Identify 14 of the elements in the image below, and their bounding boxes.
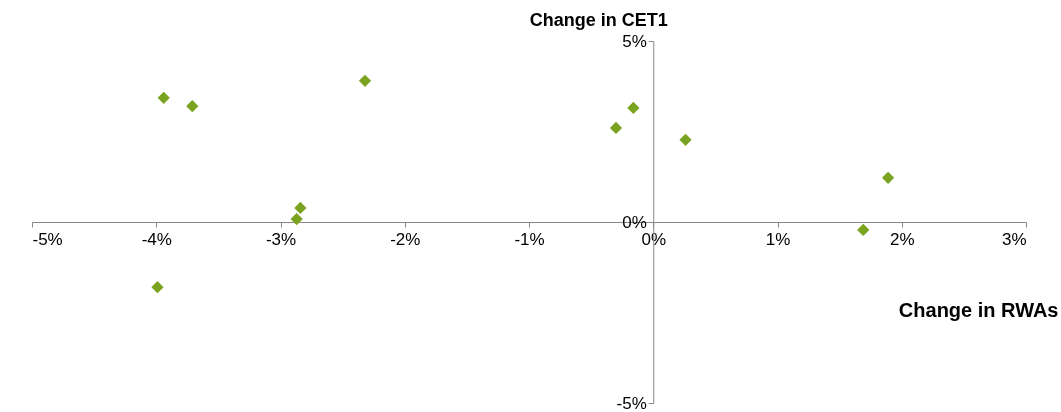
y-tick-label: -5%	[616, 393, 647, 412]
x-tick-label: -4%	[141, 229, 172, 249]
x-tick-label: 1%	[765, 229, 791, 249]
y-tick-label: 5%	[622, 31, 647, 51]
x-tick-label: -3%	[265, 229, 297, 249]
x-tick-label: -5%	[32, 229, 63, 249]
x-tick-label: -1%	[514, 229, 545, 249]
y-axis-title: Change in CET1	[529, 9, 668, 30]
x-axis-title: Change in RWAs	[898, 298, 1059, 321]
x-tick-label: -2%	[390, 229, 421, 249]
y-tick-label: 0%	[622, 212, 647, 232]
x-tick-label: 0%	[641, 229, 667, 249]
x-tick-label: 3%	[1001, 229, 1027, 249]
x-tick-label: 2%	[889, 229, 915, 249]
